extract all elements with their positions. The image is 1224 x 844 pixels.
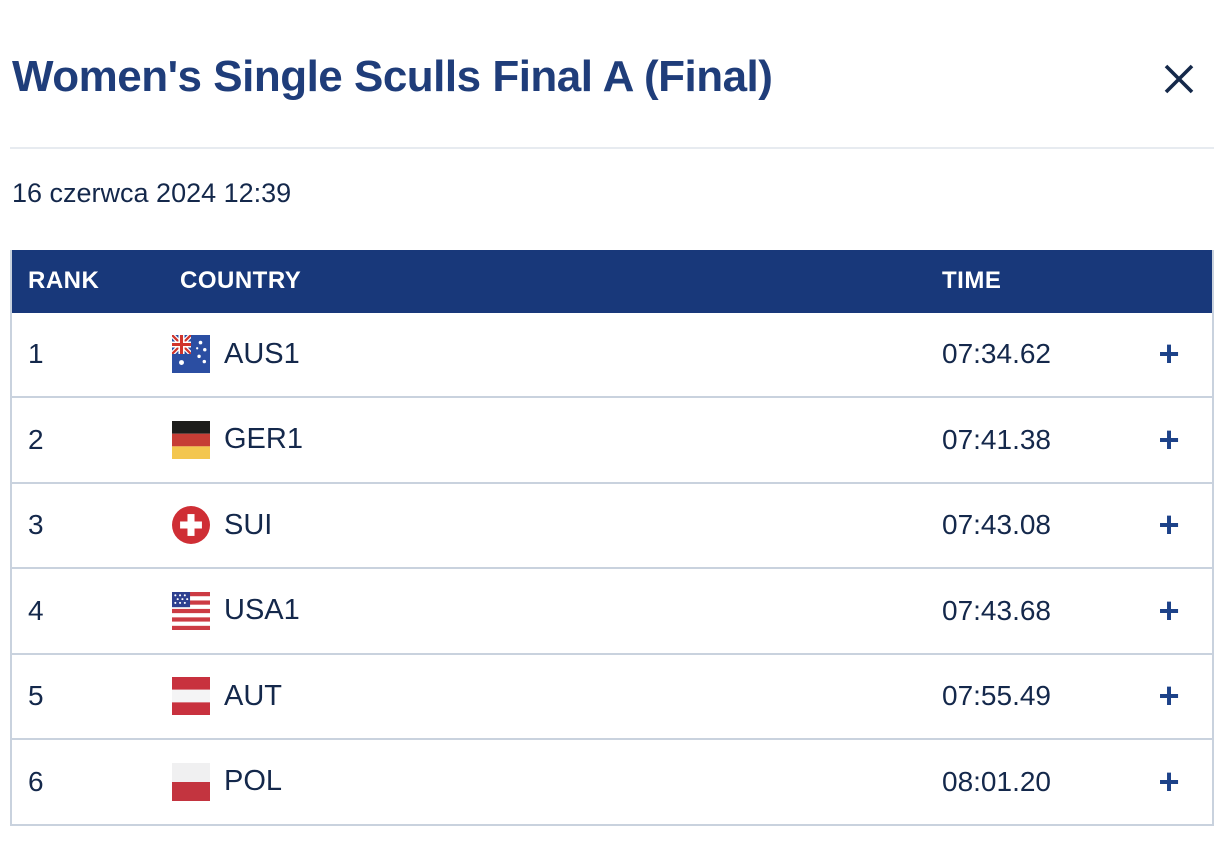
usa-flag-icon: [172, 592, 210, 630]
modal-title: Women's Single Sculls Final A (Final): [12, 52, 773, 101]
time-cell: 08:01.20: [942, 765, 1051, 797]
country-cell: POL: [172, 763, 936, 801]
results-modal: Women's Single Sculls Final A (Final) 16…: [0, 0, 1224, 826]
sui-flag-icon: [172, 506, 210, 544]
rank-column-header: RANK: [28, 267, 100, 295]
time-cell: 07:55.49: [942, 680, 1051, 712]
time-cell: 07:43.08: [942, 509, 1051, 541]
results-table: RANK COUNTRY TIME 1 AUS1 07:34.62 + 2 GE…: [10, 249, 1214, 826]
expand-button[interactable]: +: [1136, 398, 1202, 482]
results-table-header: RANK COUNTRY TIME: [12, 249, 1212, 313]
modal-header: Women's Single Sculls Final A (Final): [0, 0, 1224, 103]
close-icon: [1164, 64, 1194, 94]
country-column-header: COUNTRY: [180, 267, 302, 295]
rank-cell: 5: [28, 680, 44, 712]
result-row: 6 POL 08:01.20 +: [12, 740, 1212, 826]
country-code: AUT: [224, 679, 282, 712]
country-cell: USA1: [172, 592, 936, 630]
time-cell: 07:34.62: [942, 338, 1051, 370]
rank-cell: 2: [28, 423, 44, 455]
result-row: 4 USA1 07:43.68 +: [12, 569, 1212, 655]
pol-flag-icon: [172, 763, 210, 801]
results-table-body: 1 AUS1 07:34.62 + 2 GER1 07:41.38 + 3 SU…: [12, 312, 1212, 826]
result-row: 1 AUS1 07:34.62 +: [12, 312, 1212, 399]
country-code: AUS1: [224, 337, 300, 370]
expand-button[interactable]: +: [1136, 740, 1202, 824]
close-button[interactable]: [1156, 56, 1202, 102]
country-code: GER1: [224, 423, 303, 456]
race-datetime: 16 czerwca 2024 12:39: [12, 177, 292, 208]
expand-button[interactable]: +: [1136, 655, 1202, 739]
country-cell: GER1: [172, 421, 936, 459]
rank-cell: 4: [28, 594, 44, 626]
expand-button[interactable]: +: [1136, 313, 1202, 397]
time-cell: 07:41.38: [942, 423, 1051, 455]
country-code: SUI: [224, 508, 273, 541]
result-row: 2 GER1 07:41.38 +: [12, 398, 1212, 484]
country-code: USA1: [224, 594, 300, 627]
result-row: 3 SUI 07:43.08 +: [12, 483, 1212, 570]
rank-cell: 1: [28, 338, 44, 370]
country-code: POL: [224, 765, 283, 798]
country-cell: AUS1: [172, 335, 936, 373]
header-divider: [10, 146, 1214, 149]
time-cell: 07:43.68: [942, 594, 1051, 626]
country-cell: SUI: [172, 506, 936, 544]
country-cell: AUT: [172, 677, 936, 715]
rank-cell: 6: [28, 765, 44, 797]
time-column-header: TIME: [942, 267, 1002, 295]
rank-cell: 3: [28, 509, 44, 541]
aut-flag-icon: [172, 677, 210, 715]
ger-flag-icon: [172, 421, 210, 459]
aus-flag-icon: [172, 335, 210, 373]
result-row: 5 AUT 07:55.49 +: [12, 654, 1212, 741]
expand-button[interactable]: +: [1136, 484, 1202, 568]
expand-button[interactable]: +: [1136, 569, 1202, 653]
